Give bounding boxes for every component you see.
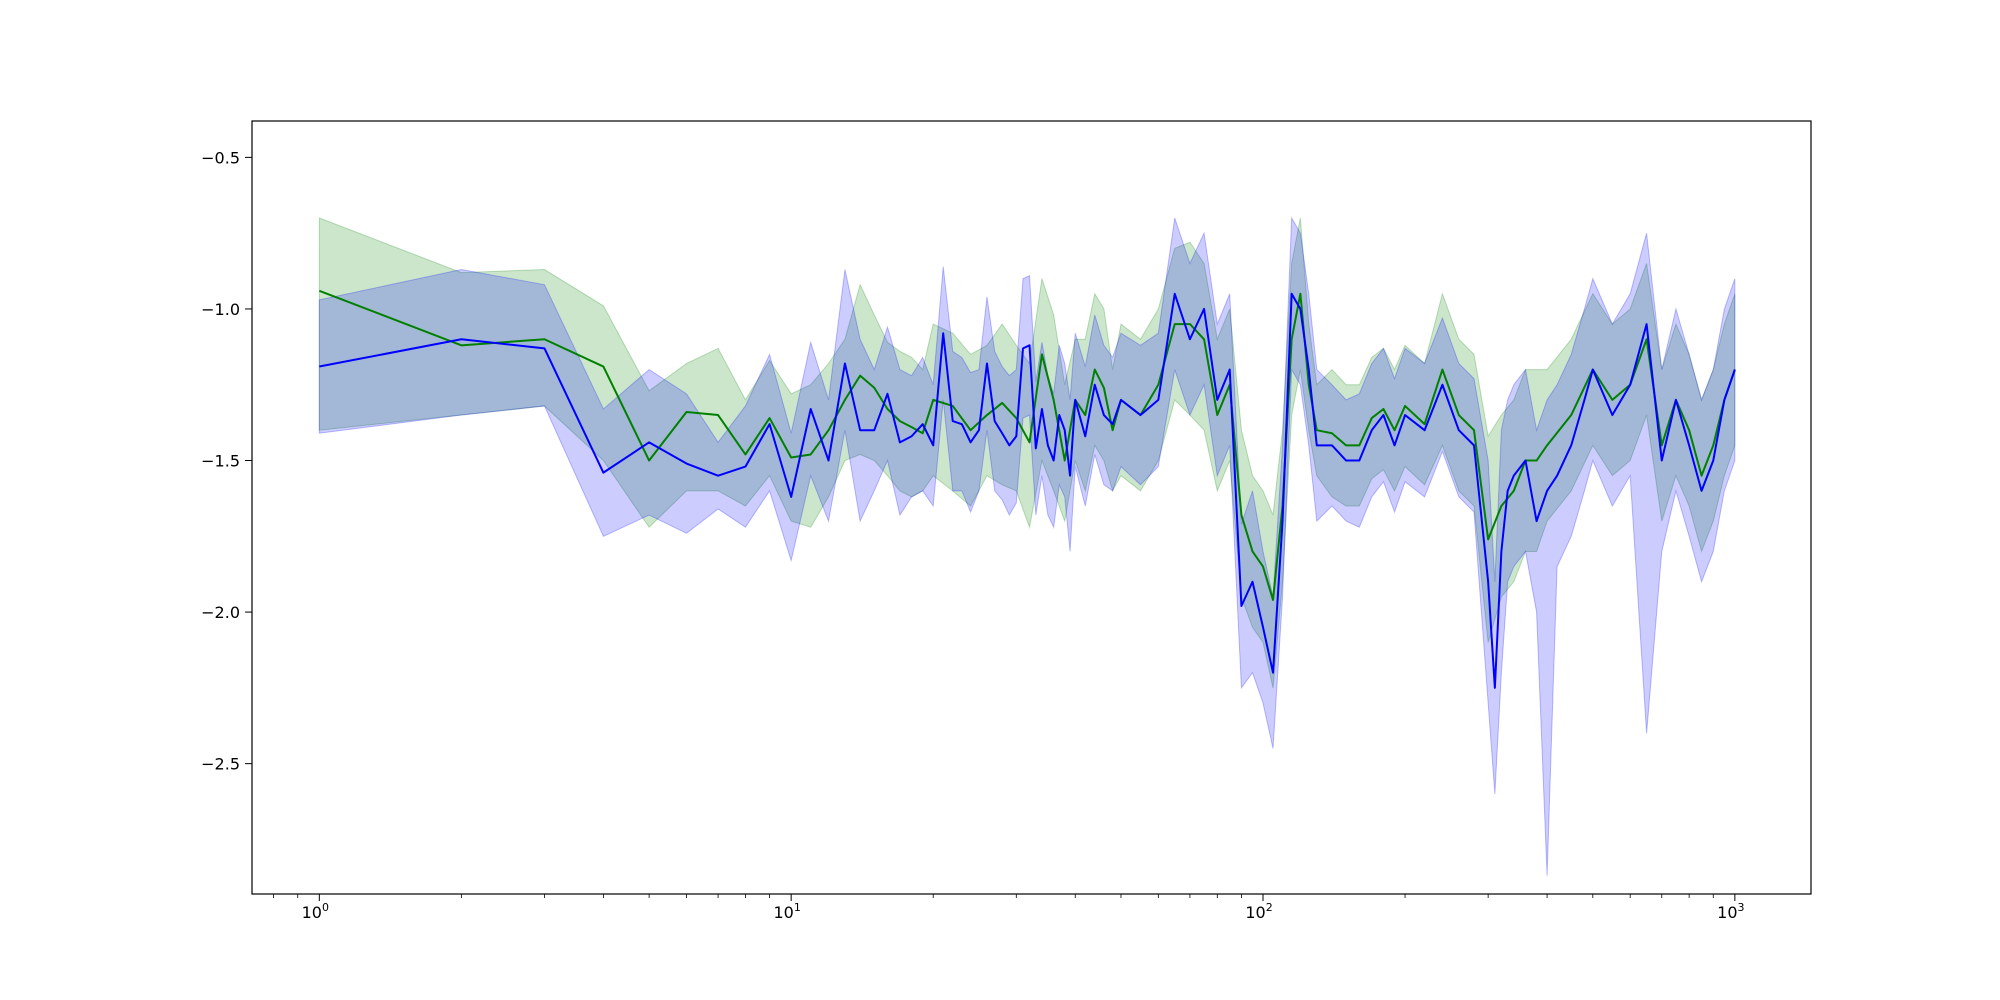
green-series-line: [318, 289, 1736, 601]
blue-confidence-band: [318, 216, 1736, 876]
x-tick-label: 102: [1245, 901, 1272, 922]
y-tick-label: −1.0: [201, 300, 240, 319]
y-axis: −0.5 −1.0 −1.5 −2.0 −2.5: [201, 148, 252, 774]
confidence-bands: [318, 216, 1736, 876]
y-tick-label: −2.0: [201, 603, 240, 622]
y-tick-label: −0.5: [201, 148, 240, 167]
x-tick-label: 101: [773, 901, 800, 922]
x-axis: 100 101 102 103: [273, 894, 1745, 922]
y-tick-label: −2.5: [201, 755, 240, 774]
green-confidence-band: [318, 217, 1736, 688]
plot-frame: [251, 120, 1812, 895]
blue-series-line: [319, 292, 1736, 689]
series-lines: [318, 289, 1736, 689]
y-tick-label: −1.5: [201, 452, 240, 471]
x-tick-label: 100: [302, 901, 329, 922]
x-tick-label: 103: [1717, 901, 1744, 922]
